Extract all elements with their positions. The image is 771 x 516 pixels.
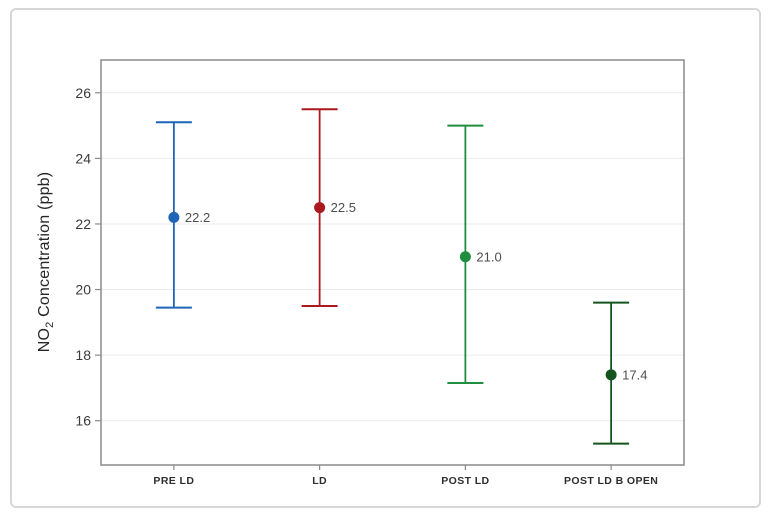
- y-tick-label: 16: [75, 413, 91, 429]
- x-tick-label: LD: [312, 475, 327, 487]
- x-tick-label: POST LD B OPEN: [564, 475, 658, 487]
- y-tick-label: 22: [75, 216, 91, 232]
- mean-value-label: 21.0: [476, 249, 501, 264]
- mean-marker: [168, 211, 180, 223]
- mean-value-label: 22.5: [331, 200, 356, 215]
- y-tick-label: 18: [75, 347, 91, 363]
- mean-value-label: 17.4: [622, 367, 647, 382]
- mean-marker: [605, 369, 617, 381]
- mean-value-label: 22.2: [185, 210, 210, 225]
- x-tick-label: POST LD: [441, 475, 489, 487]
- plot-area-background: [101, 60, 684, 465]
- plot-border: [100, 59, 685, 466]
- mean-marker: [314, 202, 326, 214]
- y-tick-label: 26: [75, 85, 91, 101]
- x-tick-label: PRE LD: [153, 475, 194, 487]
- y-tick-label: 20: [75, 282, 91, 298]
- y-tick-label: 24: [75, 150, 91, 166]
- mean-marker: [459, 251, 471, 263]
